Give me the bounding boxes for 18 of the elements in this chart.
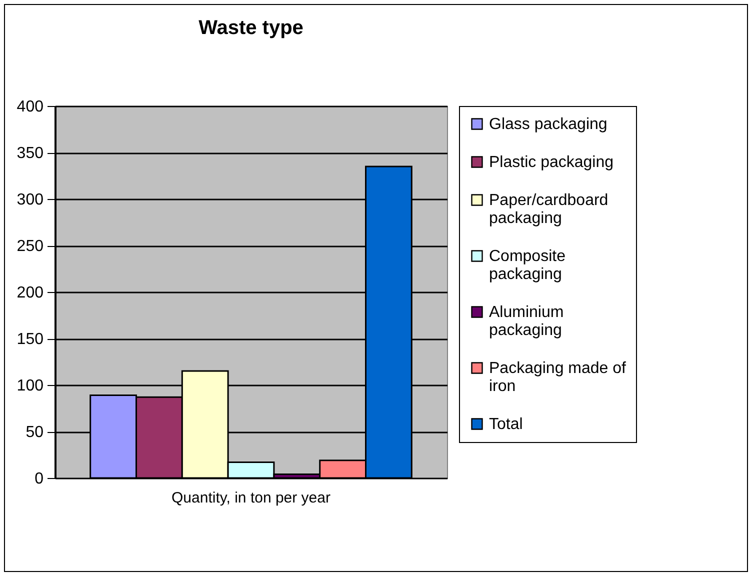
y-tick-label: 50: [26, 424, 44, 441]
legend-label: Total: [489, 416, 523, 433]
legend-label: Composite packaging: [489, 248, 566, 283]
legend-label: Plastic packaging: [489, 154, 614, 171]
legend-label: Glass packaging: [489, 116, 608, 133]
legend-label: Paper/cardboard packaging: [489, 192, 608, 227]
y-tick-label: 300: [16, 192, 44, 208]
y-tick-label: 250: [16, 238, 44, 255]
y-tick-label: 400: [16, 98, 44, 116]
y-tick-label: 200: [16, 284, 44, 302]
x-tick-label: Quantity, in ton per year: [172, 490, 330, 506]
y-tick-label: 350: [16, 145, 44, 162]
y-tick-label: 150: [16, 331, 44, 348]
legend-label: Aluminium packaging: [489, 304, 564, 339]
y-tick-label: 100: [16, 378, 44, 394]
y-tick-label: 0: [34, 470, 44, 488]
legend-label: Packaging made of iron: [489, 360, 627, 395]
chart-title: Waste type: [198, 17, 304, 39]
